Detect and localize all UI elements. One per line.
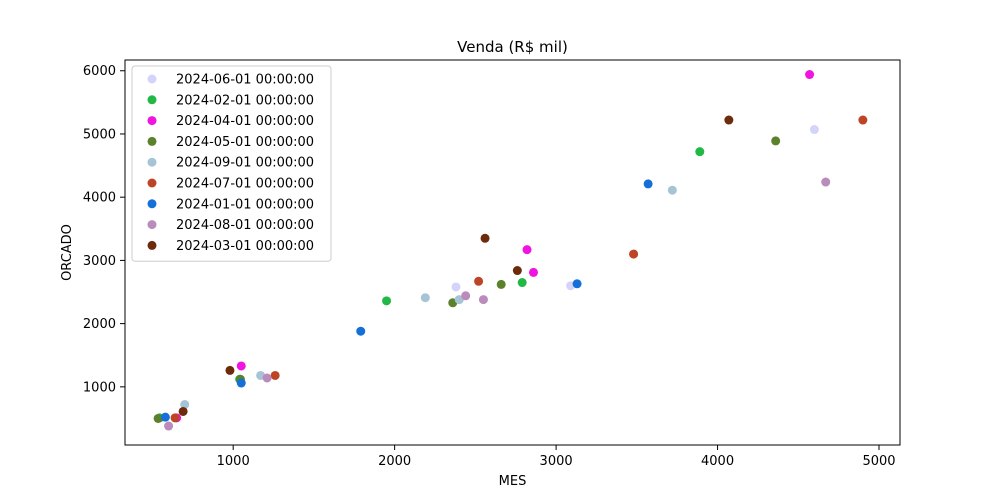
legend-marker bbox=[147, 74, 157, 84]
data-point bbox=[805, 70, 815, 80]
legend-marker bbox=[147, 116, 157, 126]
data-point bbox=[461, 291, 471, 301]
x-tick-label: 3000 bbox=[540, 454, 573, 469]
legend-marker bbox=[147, 157, 157, 167]
data-point bbox=[160, 412, 170, 422]
data-point bbox=[809, 125, 819, 135]
legend-label: 2024-02-01 00:00:00 bbox=[176, 93, 314, 108]
data-point bbox=[667, 185, 677, 195]
y-tick-label: 1000 bbox=[83, 380, 116, 395]
data-point bbox=[496, 279, 506, 289]
legend: 2024-06-01 00:00:00 2024-02-01 00:00:00 20… bbox=[131, 65, 332, 262]
data-point bbox=[356, 326, 366, 336]
data-point bbox=[420, 293, 430, 303]
data-point bbox=[629, 249, 639, 259]
data-point bbox=[236, 361, 246, 371]
legend-marker bbox=[147, 199, 157, 209]
data-point bbox=[821, 177, 831, 187]
data-point bbox=[512, 266, 522, 276]
data-point bbox=[522, 245, 532, 255]
data-point bbox=[724, 115, 734, 125]
y-tick-label: 5000 bbox=[83, 127, 116, 142]
y-tick-label: 3000 bbox=[83, 254, 116, 269]
data-point bbox=[180, 400, 190, 410]
data-point bbox=[478, 295, 488, 305]
data-point bbox=[528, 267, 538, 277]
data-point bbox=[517, 278, 527, 288]
data-point bbox=[695, 147, 705, 157]
chart-title: Venda (R$ mil) bbox=[457, 38, 568, 56]
legend-marker bbox=[147, 240, 157, 250]
plot-frame bbox=[124, 59, 901, 446]
data-point bbox=[170, 413, 180, 423]
data-point bbox=[382, 296, 392, 306]
data-point bbox=[164, 421, 174, 431]
legend-marker bbox=[147, 220, 157, 230]
data-point bbox=[480, 233, 490, 243]
data-point bbox=[474, 276, 484, 286]
x-tick-label: 1000 bbox=[217, 454, 250, 469]
legend-label: 2024-05-01 00:00:00 bbox=[176, 135, 314, 150]
data-point bbox=[236, 378, 246, 388]
data-point bbox=[153, 413, 163, 423]
legend-label: 2024-03-01 00:00:00 bbox=[176, 239, 314, 254]
x-tick-label: 2000 bbox=[378, 454, 411, 469]
plot-area bbox=[153, 70, 868, 431]
legend-label: 2024-08-01 00:00:00 bbox=[176, 218, 314, 233]
data-point bbox=[262, 373, 272, 383]
legend-label: 2024-04-01 00:00:00 bbox=[176, 114, 314, 129]
legend-label: 2024-07-01 00:00:00 bbox=[176, 177, 314, 192]
data-point bbox=[225, 365, 235, 375]
data-point bbox=[858, 115, 868, 125]
x-tick-label: 5000 bbox=[862, 454, 895, 469]
legend-marker bbox=[147, 95, 157, 105]
y-tick-label: 2000 bbox=[83, 317, 116, 332]
data-point bbox=[643, 179, 653, 189]
legend-label: 2024-01-01 00:00:00 bbox=[176, 197, 314, 212]
data-point bbox=[178, 406, 188, 416]
axes: 1000 2000 3000 4000 5000 1000 2000 3000 4000 5000… bbox=[83, 59, 901, 469]
legend-box bbox=[131, 65, 332, 262]
data-point bbox=[771, 136, 781, 146]
x-tick-label: 4000 bbox=[701, 454, 734, 469]
y-axis-label: ORCADO bbox=[60, 224, 75, 281]
legend-marker bbox=[147, 178, 157, 188]
x-axis-label: MES bbox=[499, 474, 527, 489]
legend-marker bbox=[147, 136, 157, 146]
legend-label: 2024-09-01 00:00:00 bbox=[176, 156, 314, 171]
legend-label: 2024-06-01 00:00:00 bbox=[176, 73, 314, 88]
y-tick-label: 6000 bbox=[83, 64, 116, 79]
data-point bbox=[572, 279, 582, 289]
data-point bbox=[270, 370, 280, 380]
data-point bbox=[451, 282, 461, 292]
y-tick-label: 4000 bbox=[83, 191, 116, 206]
